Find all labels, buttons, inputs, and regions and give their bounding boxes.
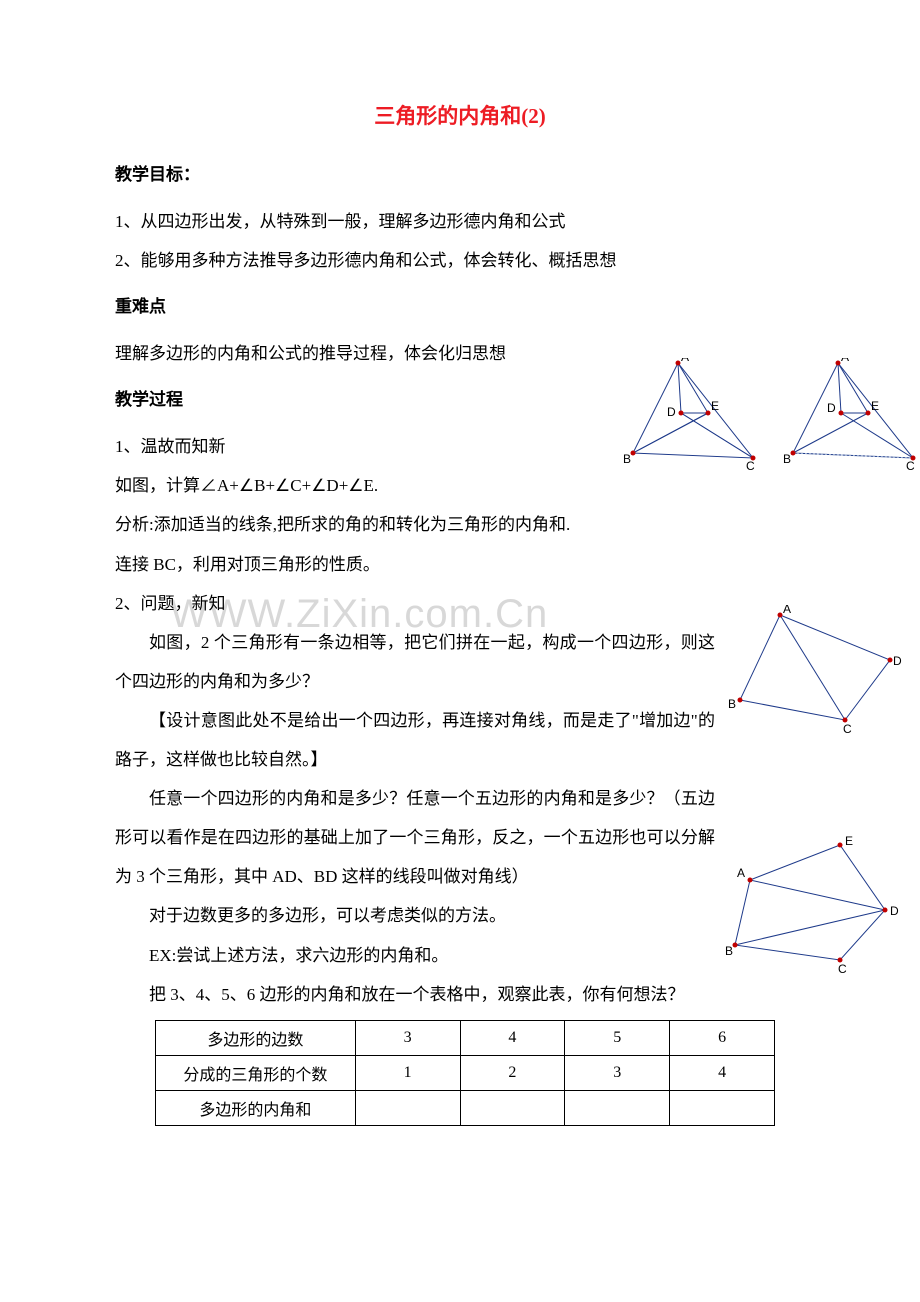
cell: 1 <box>355 1055 460 1090</box>
proc-p3: 分析:添加适当的线条,把所求的角的和转化为三角形的内角和. <box>115 505 615 544</box>
row-label: 多边形的边数 <box>156 1020 356 1055</box>
proc-p10: EX:尝试上述方法，求六边形的内角和。 <box>115 936 805 975</box>
proc-p8: 任意一个四边形的内角和是多少？任意一个五边形的内角和是多少？（五边形可以看作是在… <box>115 779 715 896</box>
page-title: 三角形的内角和(2) <box>115 100 805 130</box>
proc-p4: 连接 BC，利用对顶三角形的性质。 <box>115 545 805 584</box>
table-row: 多边形的边数 3 4 5 6 <box>156 1020 775 1055</box>
goals-heading: 教学目标： <box>115 158 805 192</box>
label-d: D <box>667 405 676 419</box>
p-label-e: E <box>845 835 853 848</box>
row-label: 多边形的内角和 <box>156 1090 356 1125</box>
label-a2: A <box>841 358 849 364</box>
label-e: E <box>711 399 719 413</box>
cell <box>565 1090 670 1125</box>
cell: 4 <box>670 1055 775 1090</box>
cell <box>355 1090 460 1125</box>
label-d2: D <box>827 401 836 415</box>
label-a: A <box>681 358 689 364</box>
cell <box>460 1090 565 1125</box>
goal-1: 1、从四边形出发，从特殊到一般，理解多边形德内角和公式 <box>115 202 805 241</box>
label-c: C <box>746 459 755 473</box>
q-label-c: C <box>843 722 852 735</box>
proc-p11: 把 3、4、5、6 边形的内角和放在一个表格中，观察此表，你有何想法？ <box>115 975 805 1014</box>
cell: 6 <box>670 1020 775 1055</box>
cell: 5 <box>565 1020 670 1055</box>
figure-star-pair: A B C D E A B C <box>623 358 920 473</box>
proc-p9: 对于边数更多的多边形，可以考虑类似的方法。 <box>115 896 805 935</box>
cell <box>670 1090 775 1125</box>
label-e2: E <box>871 399 879 413</box>
label-b2: B <box>783 452 791 466</box>
proc-p2: 如图，计算∠A+∠B+∠C+∠D+∠E. <box>115 466 615 505</box>
proc-p5: 2、问题，新知 <box>115 584 805 623</box>
cell: 3 <box>355 1020 460 1055</box>
label-c2: C <box>906 459 915 473</box>
cell: 4 <box>460 1020 565 1055</box>
proc-p7: 【设计意图此处不是给出一个四边形，再连接对角线，而是走了"增加边"的路子，这样做… <box>115 701 715 779</box>
p-label-b: B <box>725 944 733 958</box>
p-label-c: C <box>838 962 847 975</box>
q-label-a: A <box>783 605 791 616</box>
row-label: 分成的三角形的个数 <box>156 1055 356 1090</box>
q-label-d: D <box>893 654 902 668</box>
table-row: 多边形的内角和 <box>156 1090 775 1125</box>
cell: 3 <box>565 1055 670 1090</box>
proc-p6: 如图，2 个三角形有一条边相等，把它们拼在一起，构成一个四边形，则这个四边形的内… <box>115 623 715 701</box>
q-label-b: B <box>728 697 736 711</box>
p-label-a: A <box>737 866 745 880</box>
cell: 2 <box>460 1055 565 1090</box>
polygon-table: 多边形的边数 3 4 5 6 分成的三角形的个数 1 2 3 4 多边形的内角和 <box>155 1020 775 1126</box>
figure-quadrilateral: A D C B <box>725 605 905 735</box>
goal-2: 2、能够用多种方法推导多边形德内角和公式，体会转化、概括思想 <box>115 241 805 280</box>
p-label-d: D <box>890 904 899 918</box>
figure-pentagon: A E D C B <box>725 835 905 975</box>
label-b: B <box>623 452 631 466</box>
difficulty-heading: 重难点 <box>115 290 805 324</box>
table-row: 分成的三角形的个数 1 2 3 4 <box>156 1055 775 1090</box>
